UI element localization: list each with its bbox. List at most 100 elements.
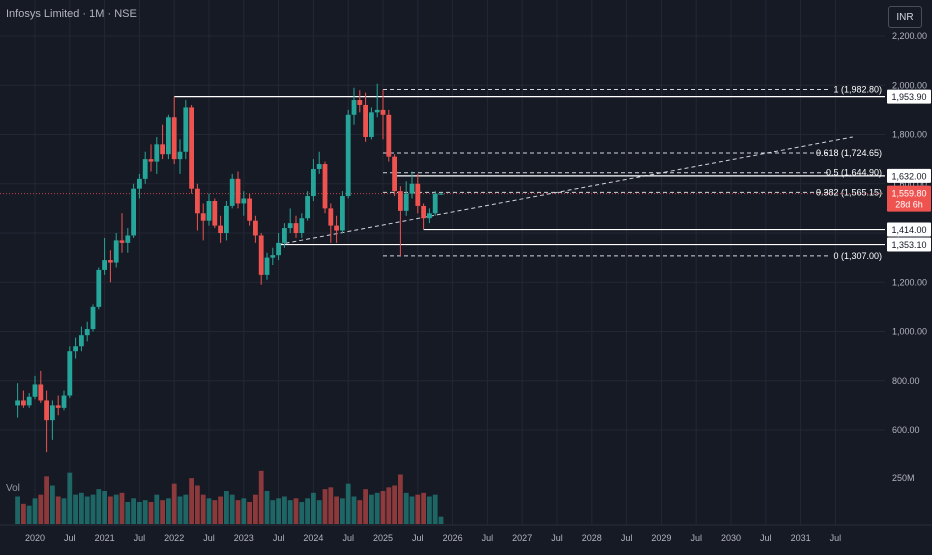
volume-bar <box>195 485 200 524</box>
volume-bar <box>374 492 380 524</box>
candle-body <box>311 168 316 197</box>
volume-bar <box>218 496 223 524</box>
volume-bar <box>427 496 432 524</box>
volume-bar <box>432 494 438 524</box>
volume-bar <box>177 496 183 524</box>
candle-body <box>409 183 415 194</box>
volume-bar <box>322 489 328 524</box>
x-tick-label: 2026 <box>443 533 463 543</box>
fib-level-label: 0.382 (1,565.15) <box>816 187 882 197</box>
candle-body <box>200 213 206 221</box>
x-tick-label: 2030 <box>721 533 741 543</box>
x-tick-label: 2024 <box>303 533 323 543</box>
x-tick-label: Jul <box>273 533 285 543</box>
volume-bar <box>113 494 119 524</box>
x-tick-label: 2031 <box>791 533 811 543</box>
candle-body <box>374 109 380 113</box>
candle-body <box>229 178 235 206</box>
candle-body <box>171 117 177 160</box>
candle-body <box>160 144 165 155</box>
candle-body <box>15 400 20 406</box>
volume-bar <box>160 500 165 524</box>
candle-body <box>131 188 136 236</box>
price-label: 1,632.00 <box>891 171 926 181</box>
candle-body <box>142 159 148 179</box>
candle-body <box>293 223 299 233</box>
x-tick-label: Jul <box>621 533 633 543</box>
candle-body <box>154 144 160 162</box>
x-tick-label: Jul <box>412 533 424 543</box>
x-tick-label: 2028 <box>582 533 602 543</box>
candle-body <box>363 104 368 137</box>
current-price-box <box>887 185 931 212</box>
x-tick-label: Jul <box>830 533 842 543</box>
volume-bar <box>235 500 241 524</box>
volume-bar <box>415 494 421 524</box>
trendline[interactable] <box>278 136 853 246</box>
volume-bar <box>61 498 67 524</box>
volume-bar <box>119 492 125 524</box>
candle-body <box>119 240 125 243</box>
price-label: 1,414.00 <box>891 225 926 235</box>
candle-body <box>253 220 258 236</box>
x-tick-label: 2025 <box>373 533 393 543</box>
candle-body <box>340 196 345 231</box>
y-tick-label: 1,800.00 <box>892 130 927 140</box>
volume-bar <box>142 500 148 524</box>
volume-bar <box>67 472 73 524</box>
candle-body <box>96 269 102 307</box>
candle-body <box>241 198 247 204</box>
volume-bar <box>305 498 310 524</box>
candle-body <box>183 107 189 152</box>
x-tick-label: 2027 <box>512 533 532 543</box>
volume-bar <box>125 502 131 524</box>
volume-bar <box>183 494 189 524</box>
candle-body <box>189 107 194 189</box>
volume-bar <box>247 502 252 524</box>
candle-body <box>369 112 374 137</box>
candle-body <box>90 306 96 330</box>
volume-bar <box>206 498 212 524</box>
volume-bar <box>264 491 270 524</box>
volume-bar <box>15 496 20 524</box>
volume-bar <box>386 487 392 524</box>
x-tick-label: Jul <box>482 533 494 543</box>
candle-body <box>322 164 328 209</box>
volume-bar <box>26 505 32 524</box>
volume-bar <box>340 498 345 524</box>
candle-body <box>392 156 397 192</box>
volume-bar <box>84 496 90 524</box>
price-label-box <box>887 168 931 183</box>
candle-body <box>276 242 281 256</box>
candle-body <box>427 213 432 219</box>
candle-body <box>235 178 241 204</box>
volume-bar <box>345 483 351 524</box>
price-label: 1,953.90 <box>891 92 926 102</box>
price-label-box <box>887 89 931 104</box>
candle-body <box>79 335 84 347</box>
candle-body <box>345 114 351 197</box>
candle-body <box>44 400 49 421</box>
candle-body <box>113 240 119 263</box>
volume-bar <box>96 489 102 524</box>
volume-bar <box>299 502 305 524</box>
candle-body <box>264 257 270 275</box>
candle-body <box>432 193 438 214</box>
candle-body <box>270 255 276 258</box>
candle-body <box>32 384 38 397</box>
x-tick-label: Jul <box>690 533 702 543</box>
volume-bar <box>287 500 293 524</box>
volume-bar <box>293 498 299 524</box>
candle-body <box>61 395 67 408</box>
candle-body <box>438 193 444 195</box>
volume-bar <box>224 491 229 524</box>
current-price-label: 1,559.80 <box>891 189 926 199</box>
fib-level-label: 0.618 (1,724.65) <box>816 148 882 158</box>
volume-bar <box>357 500 363 524</box>
candle-body <box>55 405 61 408</box>
currency-button[interactable]: INR <box>888 6 922 28</box>
candle-body <box>26 396 32 406</box>
candle-body <box>177 151 183 160</box>
